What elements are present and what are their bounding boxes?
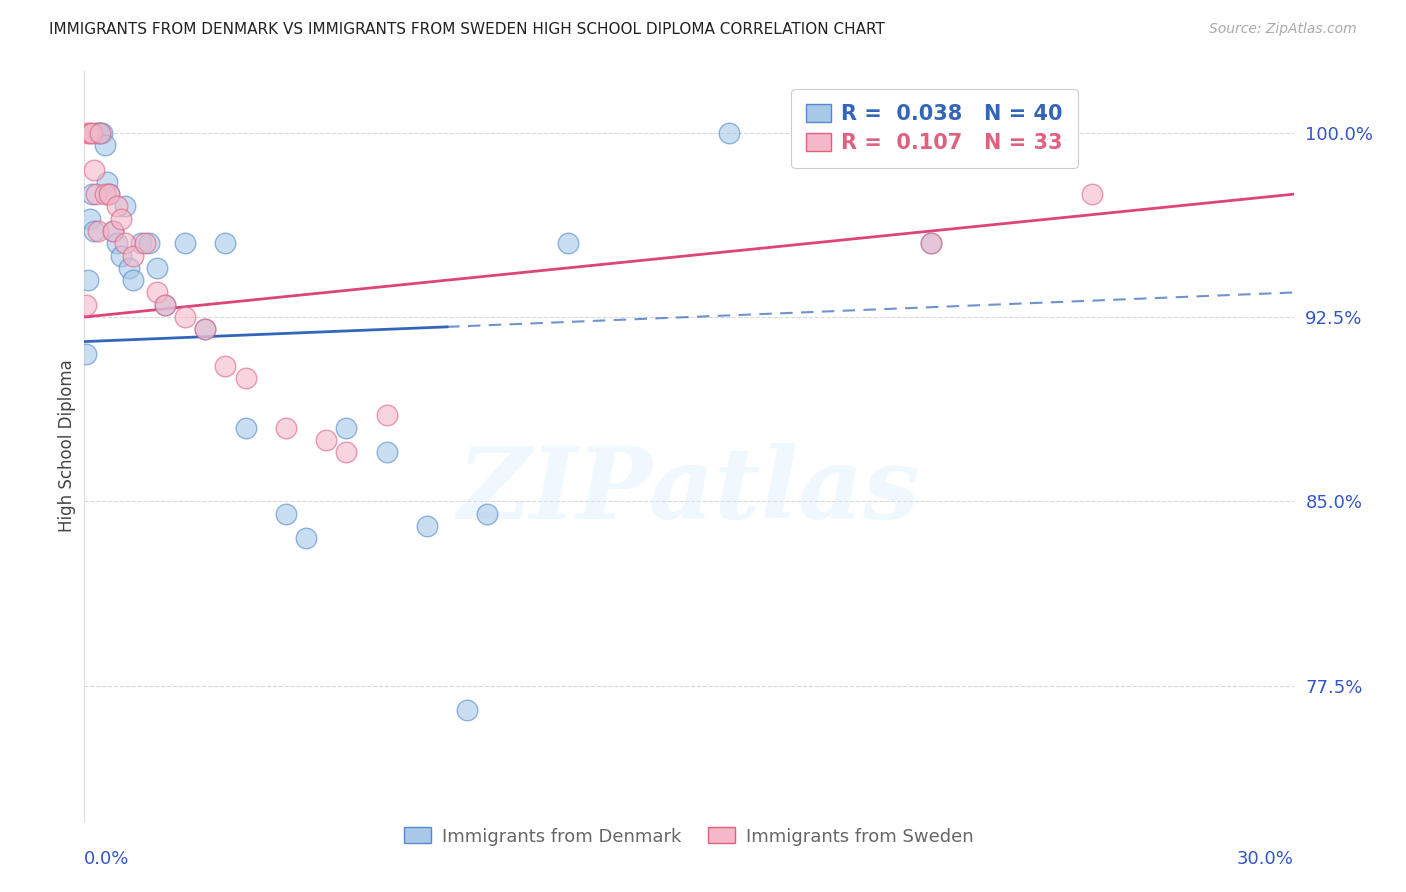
Point xyxy=(235,420,257,434)
Point xyxy=(121,249,143,263)
Point xyxy=(214,236,236,251)
Point xyxy=(118,260,141,275)
Point xyxy=(235,371,257,385)
Point xyxy=(83,224,105,238)
Point xyxy=(274,420,297,434)
Point xyxy=(79,211,101,226)
Point xyxy=(274,507,297,521)
Point xyxy=(75,298,97,312)
Point xyxy=(134,236,156,251)
Point xyxy=(194,322,217,336)
Point xyxy=(75,347,97,361)
Point xyxy=(114,199,136,213)
Point xyxy=(101,224,124,238)
Text: Source: ZipAtlas.com: Source: ZipAtlas.com xyxy=(1209,22,1357,37)
Point xyxy=(194,322,217,336)
Point xyxy=(105,199,128,213)
Point xyxy=(214,359,236,373)
Point xyxy=(456,703,478,717)
Text: ZIPatlas: ZIPatlas xyxy=(458,442,920,539)
Point xyxy=(93,138,115,153)
Point xyxy=(315,433,337,447)
Point xyxy=(146,260,169,275)
Point xyxy=(146,285,169,300)
Point xyxy=(335,445,357,459)
Point xyxy=(79,126,101,140)
Point xyxy=(93,187,115,202)
Y-axis label: High School Diploma: High School Diploma xyxy=(58,359,76,533)
Point xyxy=(97,187,120,202)
Point xyxy=(86,126,108,140)
Point xyxy=(97,187,120,202)
Point xyxy=(121,273,143,287)
Point xyxy=(477,507,499,521)
Point xyxy=(153,298,176,312)
Legend: Immigrants from Denmark, Immigrants from Sweden: Immigrants from Denmark, Immigrants from… xyxy=(396,820,981,853)
Point xyxy=(557,236,579,251)
Point xyxy=(101,224,124,238)
Point xyxy=(114,236,136,251)
Point xyxy=(1081,187,1104,202)
Point xyxy=(87,126,110,140)
Point xyxy=(89,126,111,140)
Point xyxy=(110,211,132,226)
Point xyxy=(91,126,114,140)
Point xyxy=(920,236,942,251)
Point xyxy=(82,187,104,202)
Text: 30.0%: 30.0% xyxy=(1237,850,1294,868)
Text: 0.0%: 0.0% xyxy=(84,850,129,868)
Point xyxy=(129,236,152,251)
Point xyxy=(718,126,741,140)
Point xyxy=(174,310,197,324)
Point xyxy=(77,126,100,140)
Point xyxy=(153,298,176,312)
Point xyxy=(87,224,110,238)
Point xyxy=(375,409,398,423)
Point xyxy=(83,162,105,177)
Point xyxy=(77,273,100,287)
Point xyxy=(295,531,318,545)
Text: IMMIGRANTS FROM DENMARK VS IMMIGRANTS FROM SWEDEN HIGH SCHOOL DIPLOMA CORRELATIO: IMMIGRANTS FROM DENMARK VS IMMIGRANTS FR… xyxy=(49,22,886,37)
Point xyxy=(82,126,104,140)
Point xyxy=(89,126,111,140)
Point xyxy=(375,445,398,459)
Point xyxy=(105,236,128,251)
Point xyxy=(96,175,118,189)
Point xyxy=(920,236,942,251)
Point xyxy=(110,249,132,263)
Point xyxy=(174,236,197,251)
Point xyxy=(86,187,108,202)
Point xyxy=(416,519,439,533)
Point xyxy=(335,420,357,434)
Point xyxy=(138,236,160,251)
